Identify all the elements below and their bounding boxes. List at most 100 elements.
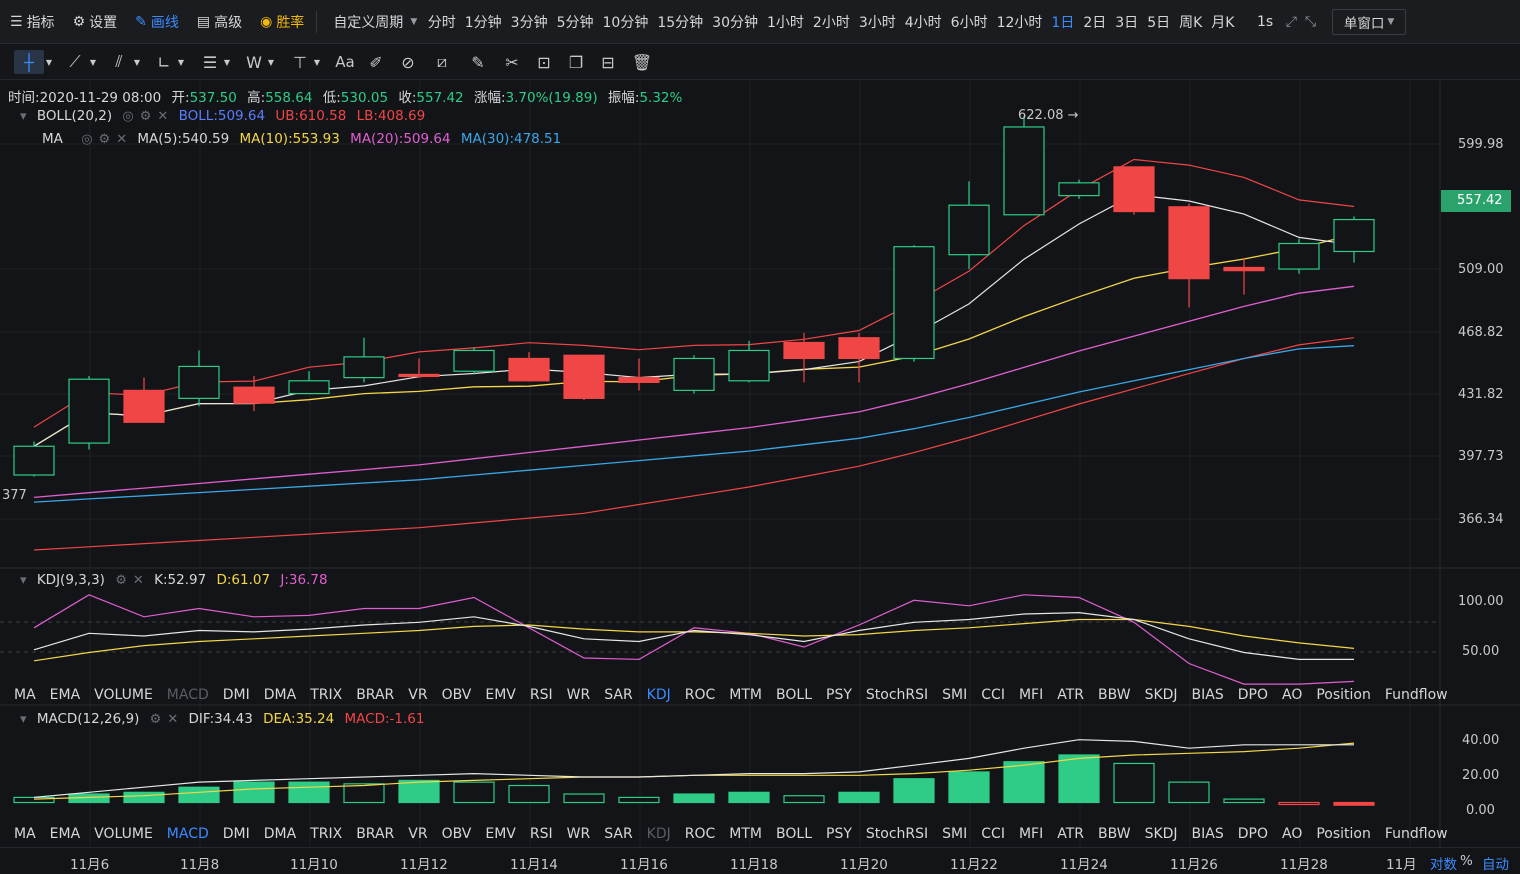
window-mode-dropdown[interactable]: 单窗口 ▼ bbox=[1332, 8, 1407, 35]
indicator-tab-bbw[interactable]: BBW bbox=[1098, 826, 1131, 842]
period-4[interactable]: 10分钟 bbox=[602, 14, 649, 31]
hide-icon[interactable]: ⊟ bbox=[601, 52, 615, 72]
indicator-tab-brar[interactable]: BRAR bbox=[356, 687, 395, 703]
indicator-tab-vr[interactable]: VR bbox=[408, 687, 428, 703]
period-9[interactable]: 3小时 bbox=[858, 14, 896, 31]
indicator-tab-mfi[interactable]: MFI bbox=[1018, 687, 1044, 703]
indicator-tab-ao[interactable]: AO bbox=[1282, 687, 1303, 703]
period-7[interactable]: 1小时 bbox=[766, 14, 804, 31]
magnet-icon[interactable]: ⊘ bbox=[401, 52, 415, 72]
indicator-tab-dma[interactable]: DMA bbox=[263, 687, 297, 703]
period-12[interactable]: 12小时 bbox=[996, 14, 1043, 31]
eye-icon[interactable]: ◎ bbox=[122, 109, 134, 124]
draw-button[interactable]: ✎ 画线 bbox=[135, 13, 179, 31]
trash-icon[interactable]: 🗑 bbox=[631, 52, 653, 72]
indicator-tab-vr[interactable]: VR bbox=[408, 826, 428, 842]
close-icon[interactable]: ✕ bbox=[167, 712, 179, 727]
indicator-tab-stochrsi[interactable]: StochRSI bbox=[865, 826, 929, 842]
period-11[interactable]: 6小时 bbox=[950, 14, 988, 31]
indicator-tab-macd[interactable]: MACD bbox=[166, 826, 209, 842]
chevron-down-icon[interactable]: ▼ bbox=[45, 57, 53, 67]
channel-tool-icon[interactable]: ⫽ bbox=[115, 52, 123, 71]
fullscreen-icon[interactable]: ⤢ bbox=[1285, 13, 1297, 30]
indicators-button[interactable]: ☰ 指标 bbox=[10, 13, 55, 31]
period-3[interactable]: 5分钟 bbox=[556, 14, 594, 31]
measure-tool-icon[interactable]: ⊤ bbox=[293, 52, 307, 72]
period-16[interactable]: 5日 bbox=[1147, 14, 1171, 31]
indicator-tab-emv[interactable]: EMV bbox=[485, 826, 516, 842]
period-15[interactable]: 3日 bbox=[1115, 14, 1139, 31]
indicator-tab-kdj[interactable]: KDJ bbox=[646, 687, 671, 703]
indicator-tab-volume[interactable]: VOLUME bbox=[94, 687, 153, 703]
chevron-down-icon[interactable]: ▾ bbox=[20, 712, 27, 727]
period-14[interactable]: 2日 bbox=[1083, 14, 1107, 31]
crosshair-tool-icon[interactable]: ┼ bbox=[14, 50, 44, 74]
copy-icon[interactable]: ❐ bbox=[568, 52, 584, 72]
trend-line-tool-icon[interactable]: ⟋ bbox=[69, 52, 81, 71]
indicator-tab-skdj[interactable]: SKDJ bbox=[1144, 826, 1178, 842]
period-18[interactable]: 月K bbox=[1211, 14, 1235, 31]
indicator-tab-psy[interactable]: PSY bbox=[826, 826, 852, 842]
indicator-tab-ma[interactable]: MA bbox=[14, 687, 36, 703]
indicator-tab-position[interactable]: Position bbox=[1316, 826, 1371, 842]
text-tool-icon[interactable]: Aa bbox=[335, 53, 355, 71]
period-0[interactable]: 分时 bbox=[427, 14, 456, 31]
log-scale-button[interactable]: 对数 bbox=[1430, 857, 1457, 873]
indicator-tab-bbw[interactable]: BBW bbox=[1098, 687, 1131, 703]
indicator-tab-mtm[interactable]: MTM bbox=[729, 826, 763, 842]
indicator-tab-fundflow[interactable]: Fundflow bbox=[1384, 826, 1448, 842]
interval-button[interactable]: 1s bbox=[1256, 13, 1274, 30]
gear-icon[interactable]: ⚙ bbox=[149, 712, 162, 727]
chevron-down-icon[interactable]: ▼ bbox=[223, 57, 231, 67]
indicator-tab-obv[interactable]: OBV bbox=[441, 687, 472, 703]
period-5[interactable]: 15分钟 bbox=[657, 14, 704, 31]
settings-button[interactable]: ⚙ 设置 bbox=[72, 13, 118, 31]
close-icon[interactable]: ✕ bbox=[116, 132, 128, 147]
custom-period-dropdown[interactable]: 自定义周期 ▼ bbox=[333, 14, 418, 31]
indicator-tab-kdj[interactable]: KDJ bbox=[646, 826, 671, 842]
indicator-tab-bias[interactable]: BIAS bbox=[1191, 687, 1224, 703]
angle-tool-icon[interactable]: ∟ bbox=[157, 52, 171, 72]
candlestick-chart[interactable] bbox=[0, 81, 1520, 847]
chevron-down-icon[interactable]: ▼ bbox=[267, 57, 275, 67]
indicator-tab-smi[interactable]: SMI bbox=[942, 687, 968, 703]
indicator-tab-mtm[interactable]: MTM bbox=[729, 687, 763, 703]
period-6[interactable]: 30分钟 bbox=[712, 14, 758, 31]
indicator-tab-smi[interactable]: SMI bbox=[942, 826, 968, 842]
indicator-tab-ao[interactable]: AO bbox=[1282, 826, 1303, 842]
period-1[interactable]: 1分钟 bbox=[464, 14, 502, 31]
indicator-tab-volume[interactable]: VOLUME bbox=[94, 826, 153, 842]
period-17[interactable]: 周K bbox=[1179, 14, 1203, 31]
indicator-tab-dmi[interactable]: DMI bbox=[222, 687, 250, 703]
chevron-down-icon[interactable]: ▼ bbox=[313, 57, 321, 67]
chevron-down-icon[interactable]: ▾ bbox=[20, 573, 27, 588]
indicator-tab-dpo[interactable]: DPO bbox=[1237, 826, 1268, 842]
pencil-icon[interactable]: ✎ bbox=[471, 52, 485, 72]
indicator-tab-stochrsi[interactable]: StochRSI bbox=[865, 687, 929, 703]
winrate-button[interactable]: ◉ 胜率 bbox=[260, 13, 305, 31]
close-icon[interactable]: ✕ bbox=[157, 109, 169, 124]
brush-tool-icon[interactable]: ✐ bbox=[369, 52, 383, 72]
ruler-icon[interactable]: ⧄ bbox=[436, 52, 448, 71]
indicator-tab-rsi[interactable]: RSI bbox=[529, 687, 553, 703]
percent-button[interactable]: % bbox=[1460, 853, 1473, 869]
indicator-tab-sar[interactable]: SAR bbox=[604, 826, 633, 842]
period-2[interactable]: 3分钟 bbox=[510, 14, 548, 31]
indicator-tab-emv[interactable]: EMV bbox=[485, 687, 516, 703]
indicator-tab-atr[interactable]: ATR bbox=[1057, 687, 1084, 703]
period-8[interactable]: 2小时 bbox=[812, 14, 850, 31]
chevron-down-icon[interactable]: ▾ bbox=[20, 109, 27, 124]
indicator-tab-cci[interactable]: CCI bbox=[981, 826, 1005, 842]
exit-fullscreen-icon[interactable]: ⤡ bbox=[1304, 13, 1317, 30]
indicator-tab-brar[interactable]: BRAR bbox=[356, 826, 395, 842]
indicator-tab-boll[interactable]: BOLL bbox=[776, 826, 812, 842]
chevron-down-icon[interactable]: ▼ bbox=[89, 57, 97, 67]
indicator-tab-wr[interactable]: WR bbox=[566, 826, 591, 842]
indicator-tab-roc[interactable]: ROC bbox=[684, 826, 716, 842]
fibonacci-tool-icon[interactable]: ☰ bbox=[202, 52, 218, 72]
indicator-tab-dmi[interactable]: DMI bbox=[222, 826, 250, 842]
indicator-tab-psy[interactable]: PSY bbox=[826, 687, 852, 703]
indicator-tab-dpo[interactable]: DPO bbox=[1237, 687, 1268, 703]
cut-icon[interactable]: ✂ bbox=[505, 52, 519, 72]
advanced-button[interactable]: ▤ 高级 bbox=[196, 13, 243, 31]
